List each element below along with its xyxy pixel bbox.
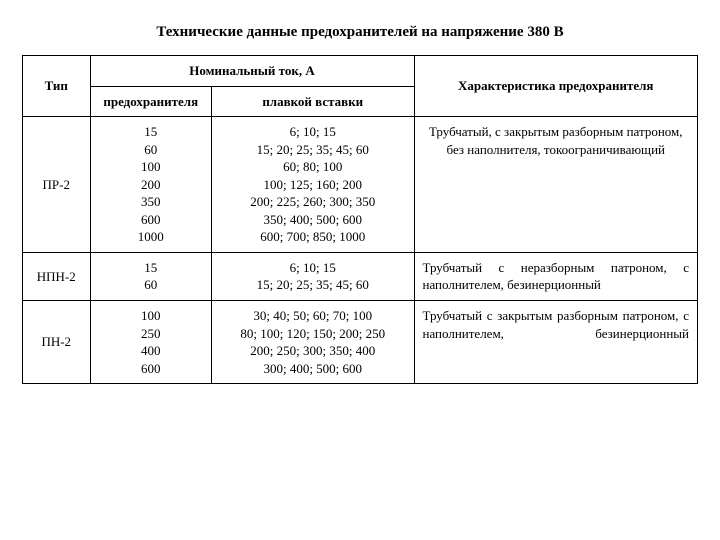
cell-nominal-fuse: 100250400600: [90, 301, 212, 384]
table-row: ПР-2156010020035060010006; 10; 1515; 20;…: [23, 117, 698, 253]
th-sub-fuse: предохранителя: [90, 86, 212, 117]
table-row: НПН-215606; 10; 1515; 20; 25; 35; 45; 60…: [23, 252, 698, 300]
th-characteristic: Характеристика предохранителя: [414, 56, 698, 117]
cell-insert: 30; 40; 50; 60; 70; 10080; 100; 120; 150…: [212, 301, 415, 384]
cell-type: ПН-2: [23, 301, 91, 384]
th-sub-insert: плавкой вставки: [212, 86, 415, 117]
th-type: Тип: [23, 56, 91, 117]
th-nominal-current: Номинальный ток, А: [90, 56, 414, 87]
cell-characteristic: Трубчатый, с закрытым разборным патроном…: [414, 117, 698, 253]
cell-insert: 6; 10; 1515; 20; 25; 35; 45; 6060; 80; 1…: [212, 117, 415, 253]
cell-type: ПР-2: [23, 117, 91, 253]
cell-characteristic: Трубчатый с неразборным патроном, с напо…: [414, 252, 698, 300]
table-row: ПН-210025040060030; 40; 50; 60; 70; 1008…: [23, 301, 698, 384]
cell-nominal-fuse: 15601002003506001000: [90, 117, 212, 253]
fuse-spec-table: Тип Номинальный ток, А Характеристика пр…: [22, 55, 698, 384]
cell-nominal-fuse: 1560: [90, 252, 212, 300]
page-title: Технические данные предохранителей на на…: [22, 24, 698, 41]
cell-type: НПН-2: [23, 252, 91, 300]
cell-insert: 6; 10; 1515; 20; 25; 35; 45; 60: [212, 252, 415, 300]
cell-characteristic: Трубчатый с закрытым разборным патроном,…: [414, 301, 698, 384]
